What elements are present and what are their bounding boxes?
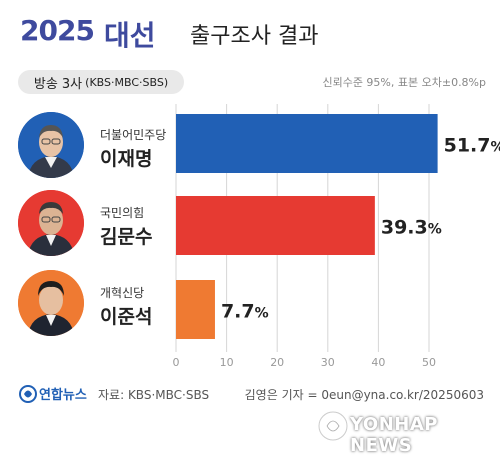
source-note: 자료: KBS·MBC·SBS (98, 388, 210, 402)
yonhap-logo-icon: 연합뉴스 (19, 385, 87, 403)
watermark-text: YONHAP NEWS (350, 414, 438, 456)
person-portrait-icon (18, 112, 84, 178)
candidate-2: 국민의힘 김문수 (18, 190, 168, 260)
bar-value-label: 7.7% (221, 301, 269, 323)
candidate-2-name: 김문수 (100, 226, 153, 248)
candidate-3: 개혁신당 이준석 (18, 270, 168, 340)
x-tick-label: 50 (422, 356, 436, 369)
x-tick-label: 40 (371, 356, 385, 369)
person-portrait-icon (18, 270, 84, 336)
broadcaster-detail: (KBS·MBC·SBS) (85, 75, 169, 89)
title-year: 2025 (20, 14, 95, 47)
candidate-1-name: 이재명 (100, 148, 153, 170)
bar-1 (176, 114, 438, 173)
header: 2025 대선 출구조사 결과 (0, 0, 500, 62)
x-tick-label: 10 (220, 356, 234, 369)
person-portrait-icon (18, 190, 84, 256)
bar-3 (176, 280, 215, 339)
x-tick-label: 0 (173, 356, 180, 369)
candidate-3-party: 개혁신당 (100, 286, 145, 300)
candidate-2-party: 국민의힘 (100, 206, 145, 220)
confidence-note: 신뢰수준 95%, 표본 오차±0.8%p (322, 76, 486, 89)
bar-2 (176, 196, 375, 255)
broadcaster-main: 방송 3사 (33, 76, 83, 92)
yonhap-watermark-icon (317, 410, 349, 442)
x-tick-label: 20 (270, 356, 284, 369)
title-election: 대선 (104, 19, 156, 52)
candidate-3-avatar (18, 270, 84, 336)
candidate-3-name: 이준석 (100, 306, 153, 328)
candidate-1: 더불어민주당 이재명 (18, 112, 168, 182)
bar-value-label: 39.3% (381, 217, 442, 239)
yonhap-logo: 연합뉴스 (18, 383, 98, 409)
candidate-1-avatar (18, 112, 84, 178)
candidate-1-party: 더불어민주당 (100, 128, 167, 142)
reporter-credit: 김영은 기자 = 0eun@yna.co.kr/20250603 (244, 388, 484, 402)
title-subtitle: 출구조사 결과 (190, 24, 319, 49)
candidate-2-avatar (18, 190, 84, 256)
broadcaster-badge: 방송 3사 (KBS·MBC·SBS) (18, 70, 184, 94)
bar-value-label: 51.7% (444, 135, 500, 157)
x-tick-label: 30 (321, 356, 335, 369)
logo-text: 연합뉴스 (39, 387, 87, 403)
